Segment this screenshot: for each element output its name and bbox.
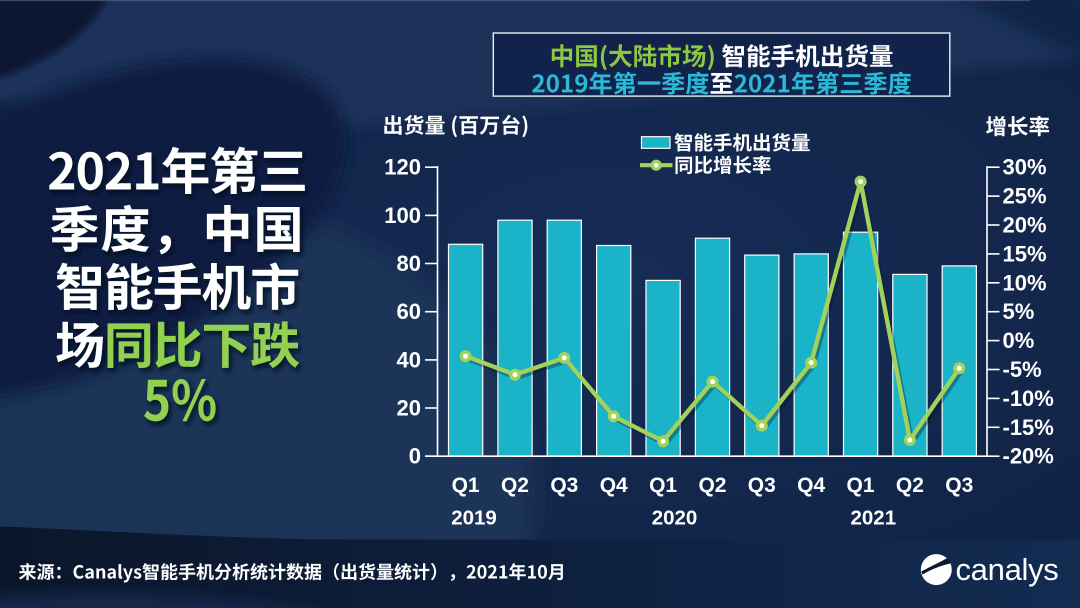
svg-text:120: 120: [384, 155, 421, 180]
svg-text:canalys: canalys: [955, 552, 1058, 587]
svg-text:20: 20: [397, 396, 421, 421]
svg-text:Q1: Q1: [847, 474, 875, 497]
svg-text:-20%: -20%: [1003, 444, 1054, 469]
svg-text:2019: 2019: [451, 507, 497, 530]
svg-text:Q3: Q3: [748, 474, 776, 497]
svg-text:Q2: Q2: [896, 474, 924, 497]
svg-text:15%: 15%: [1003, 241, 1047, 266]
svg-text:0: 0: [409, 444, 421, 469]
svg-text:-15%: -15%: [1003, 415, 1054, 440]
svg-text:Q2: Q2: [698, 474, 726, 497]
svg-text:40: 40: [397, 347, 421, 372]
svg-text:Q3: Q3: [550, 474, 578, 497]
svg-text:Q4: Q4: [600, 474, 628, 497]
svg-text:100: 100: [384, 203, 421, 228]
svg-text:Q1: Q1: [452, 474, 480, 497]
svg-text:60: 60: [397, 299, 421, 324]
svg-text:Q1: Q1: [649, 474, 677, 497]
svg-text:Q2: Q2: [501, 474, 529, 497]
svg-text:25%: 25%: [1003, 184, 1047, 209]
svg-text:0%: 0%: [1003, 328, 1035, 353]
svg-text:5%: 5%: [1003, 299, 1035, 324]
svg-text:2021: 2021: [850, 507, 896, 530]
svg-text:80: 80: [397, 251, 421, 276]
svg-text:-5%: -5%: [1003, 357, 1042, 382]
svg-text:30%: 30%: [1003, 155, 1047, 180]
svg-text:2020: 2020: [652, 507, 698, 530]
svg-text:20%: 20%: [1003, 213, 1047, 238]
svg-text:-10%: -10%: [1003, 386, 1054, 411]
svg-text:Q3: Q3: [945, 474, 973, 497]
svg-text:10%: 10%: [1003, 270, 1047, 295]
svg-text:Q4: Q4: [797, 474, 825, 497]
